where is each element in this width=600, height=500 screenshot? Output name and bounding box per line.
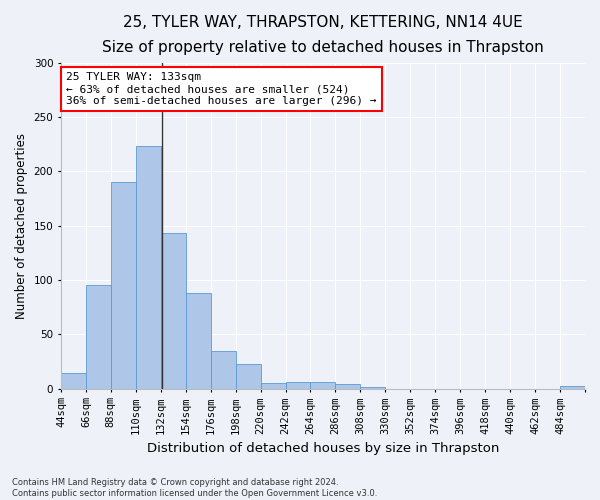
Bar (286, 382, 310, 388)
Bar (61, 374, 86, 388)
Bar (161, 233, 186, 388)
Bar (335, 384, 361, 388)
Text: Contains HM Land Registry data © Crown copyright and database right 2024.
Contai: Contains HM Land Registry data © Crown c… (12, 478, 377, 498)
Bar (560, 386, 585, 388)
Text: 25 TYLER WAY: 133sqm
← 63% of detached houses are smaller (524)
36% of semi-deta: 25 TYLER WAY: 133sqm ← 63% of detached h… (66, 72, 377, 106)
Y-axis label: Number of detached properties: Number of detached properties (15, 132, 28, 318)
Bar (310, 382, 335, 388)
Bar (136, 146, 161, 388)
Bar (211, 350, 236, 389)
Title: 25, TYLER WAY, THRAPSTON, KETTERING, NN14 4UE
Size of property relative to detac: 25, TYLER WAY, THRAPSTON, KETTERING, NN1… (102, 15, 544, 54)
Bar (186, 293, 211, 388)
Bar (111, 182, 136, 388)
Bar (260, 383, 286, 388)
X-axis label: Distribution of detached houses by size in Thrapston: Distribution of detached houses by size … (147, 442, 499, 455)
Bar (86, 286, 111, 389)
Bar (236, 364, 260, 388)
